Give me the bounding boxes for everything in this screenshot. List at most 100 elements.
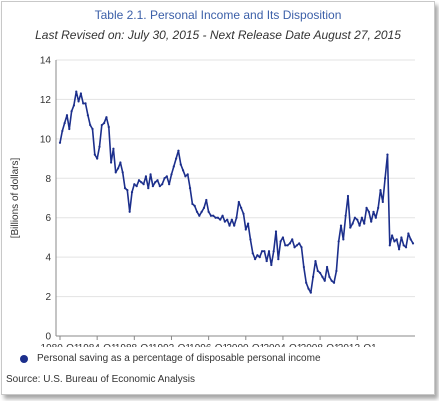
data-point	[353, 216, 357, 219]
data-point	[177, 149, 180, 152]
data-point	[156, 179, 159, 182]
data-point	[372, 210, 375, 213]
series-points	[58, 90, 415, 294]
data-point	[79, 92, 83, 95]
x-tick-label: 1996-Q1	[189, 343, 228, 347]
data-point	[235, 216, 238, 219]
data-point	[109, 161, 113, 164]
data-point	[128, 210, 131, 213]
legend: Personal saving as a percentage of dispo…	[20, 353, 321, 364]
data-point	[61, 129, 64, 133]
data-point	[386, 153, 389, 156]
data-point	[363, 222, 366, 225]
data-point	[223, 220, 226, 223]
data-point	[147, 187, 150, 190]
data-point	[126, 189, 129, 192]
data-point	[330, 279, 333, 282]
data-point	[305, 281, 308, 284]
data-point	[123, 187, 127, 190]
data-point	[407, 232, 410, 235]
data-point	[358, 224, 361, 227]
data-point	[188, 187, 192, 190]
data-point	[404, 246, 408, 249]
data-point	[114, 171, 117, 174]
data-point	[154, 181, 157, 184]
data-point	[337, 240, 340, 243]
data-point	[267, 250, 271, 253]
data-point	[367, 210, 370, 213]
data-point	[265, 259, 268, 263]
data-point	[411, 242, 415, 245]
data-point	[179, 163, 182, 166]
data-point	[279, 240, 282, 243]
data-point	[397, 248, 401, 251]
data-point	[228, 224, 231, 227]
data-point	[332, 281, 336, 284]
data-point	[72, 104, 76, 107]
data-point	[342, 238, 345, 241]
x-tick-label: 1988-Q1	[115, 343, 154, 347]
data-point	[75, 90, 78, 93]
data-point	[149, 173, 152, 176]
line-chart: 0 2 4 6 8 10 12 14 1980-Q11984-Q11988-Q11992-Q1…	[10, 56, 415, 347]
data-point	[230, 218, 233, 221]
x-tick-label: 1992-Q1	[152, 343, 191, 347]
data-point	[86, 114, 89, 117]
data-point	[226, 218, 229, 221]
x-tick-label: 2000-Q1	[226, 343, 265, 347]
data-point	[249, 238, 252, 241]
data-point	[216, 216, 220, 219]
data-point	[293, 246, 296, 249]
data-point	[284, 244, 287, 247]
data-point	[288, 242, 292, 245]
data-point	[244, 228, 247, 231]
y-tick-label: 2	[45, 292, 51, 303]
data-point	[270, 263, 273, 267]
data-point	[165, 175, 168, 178]
source-note: Source: U.S. Bureau of Economic Analysis	[6, 374, 195, 385]
y-tick-label: 10	[40, 134, 52, 145]
data-point	[233, 224, 236, 227]
data-point	[209, 214, 213, 217]
data-point	[70, 110, 73, 113]
data-point	[281, 236, 285, 239]
data-point	[200, 210, 203, 213]
data-point	[349, 226, 352, 229]
data-point	[82, 102, 85, 105]
data-point	[212, 214, 215, 217]
data-point	[307, 287, 310, 290]
y-tick-label: 12	[40, 95, 52, 106]
x-tick-label: 2004-Q1	[263, 343, 302, 347]
data-point	[168, 183, 171, 186]
data-point	[388, 244, 391, 247]
x-axis-ticks: 1980-Q11984-Q11988-Q11992-Q11996-Q12000-…	[41, 336, 377, 347]
data-point	[351, 222, 354, 225]
data-point	[251, 252, 254, 255]
y-axis-ticks: 0 2 4 6 8 10 12 14	[40, 56, 52, 343]
data-point	[328, 275, 331, 278]
data-point	[379, 189, 382, 192]
data-point	[198, 214, 201, 217]
data-point	[103, 121, 106, 125]
data-point	[393, 240, 396, 243]
data-point	[202, 206, 206, 209]
data-point	[207, 210, 210, 213]
data-point	[291, 238, 294, 241]
data-point	[195, 210, 199, 213]
x-tick-label: 2008-Q1	[301, 343, 340, 347]
data-point	[65, 114, 69, 117]
grid-lines	[55, 59, 415, 337]
data-point	[242, 212, 245, 215]
data-point	[68, 127, 71, 131]
data-point	[135, 185, 138, 188]
y-tick-label: 8	[45, 174, 51, 185]
data-point	[63, 121, 66, 125]
data-point	[377, 206, 380, 209]
x-tick-label: 2012-Q1	[338, 343, 377, 347]
y-tick-label: 0	[45, 332, 51, 343]
data-point	[144, 175, 148, 178]
data-point	[112, 147, 115, 150]
data-point	[107, 125, 110, 129]
data-point	[205, 198, 208, 202]
data-point	[258, 256, 261, 259]
